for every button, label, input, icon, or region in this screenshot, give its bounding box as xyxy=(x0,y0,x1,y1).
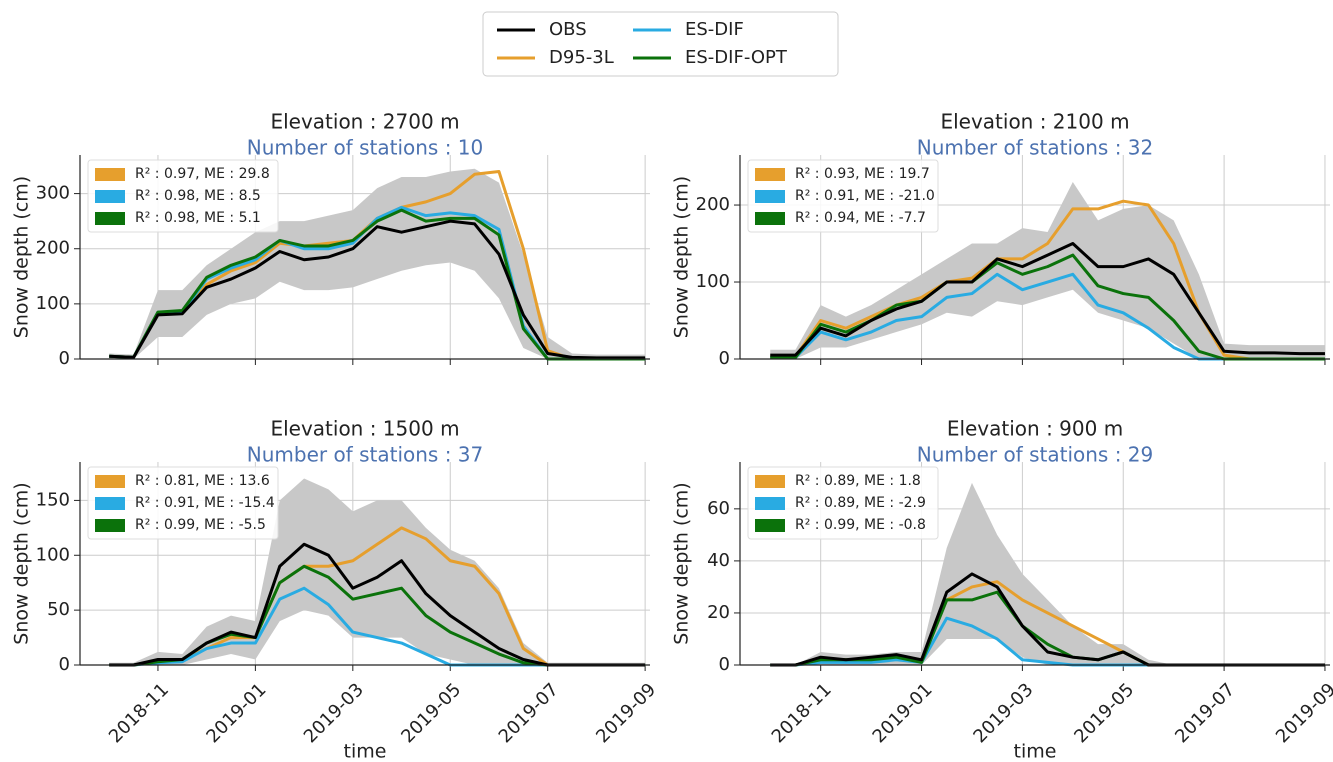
x-tick-label: 2018-11 xyxy=(768,679,836,747)
y-tick-label: 100 xyxy=(36,544,70,565)
x-tick-label: 2019-01 xyxy=(869,679,937,747)
x-axis-label: time xyxy=(1014,741,1057,762)
spread-band xyxy=(770,181,1325,359)
y-tick-label: 150 xyxy=(36,489,70,510)
y-tick-label: 50 xyxy=(47,599,70,620)
x-tick-label: 2019-07 xyxy=(1171,679,1239,747)
stats-swatch xyxy=(755,475,785,488)
stats-box xyxy=(747,466,939,540)
panel-title: Elevation : 2700 m xyxy=(270,110,459,134)
stats-label: R² : 0.97, ME : 29.8 xyxy=(135,166,270,182)
stats-swatch xyxy=(95,519,125,532)
legend-label: OBS xyxy=(549,19,587,40)
x-tick-label: 2019-03 xyxy=(969,679,1037,747)
x-tick-label: 2019-05 xyxy=(1070,679,1138,747)
panel-subtitle: Number of stations : 37 xyxy=(247,443,483,467)
stats-box xyxy=(747,159,939,233)
y-axis-label: Snow depth (cm) xyxy=(671,176,693,338)
y-tick-label: 200 xyxy=(696,194,730,215)
stats-swatch xyxy=(95,168,125,181)
x-axis-label: time xyxy=(344,741,387,762)
stats-label: R² : 0.98, ME : 5.1 xyxy=(135,210,261,226)
panel-subtitle: Number of stations : 29 xyxy=(917,443,1153,467)
spread-band xyxy=(109,168,646,359)
y-tick-label: 0 xyxy=(719,654,730,675)
stats-label: R² : 0.99, ME : -5.5 xyxy=(135,517,266,533)
panel-title: Elevation : 1500 m xyxy=(270,417,459,441)
series-line xyxy=(770,199,1325,361)
x-tick-label: 2019-07 xyxy=(495,679,563,747)
y-tick-label: 200 xyxy=(36,238,70,259)
x-tick-label: 2019-03 xyxy=(300,679,368,747)
legend-label: ES-DIF-OPT xyxy=(685,47,788,68)
stats-swatch xyxy=(755,519,785,532)
panel-subtitle: Number of stations : 10 xyxy=(247,136,483,160)
stats-swatch xyxy=(95,190,125,203)
stats-swatch xyxy=(755,497,785,510)
stats-box xyxy=(87,466,279,540)
stats-swatch xyxy=(95,475,125,488)
stats-swatch xyxy=(95,212,125,225)
panel-subtitle: Number of stations : 32 xyxy=(917,136,1153,160)
legend-box xyxy=(482,11,839,77)
series-line xyxy=(109,219,646,360)
x-tick-label: 2019-09 xyxy=(592,679,660,747)
y-tick-label: 0 xyxy=(719,348,730,369)
y-tick-label: 100 xyxy=(36,293,70,314)
panel-title: Elevation : 900 m xyxy=(947,417,1123,441)
stats-swatch xyxy=(755,190,785,203)
stats-label: R² : 0.89, ME : 1.8 xyxy=(795,473,921,489)
y-tick-label: 60 xyxy=(707,498,730,519)
y-tick-label: 300 xyxy=(36,183,70,204)
stats-swatch xyxy=(95,497,125,510)
stats-label: R² : 0.93, ME : 19.7 xyxy=(795,166,930,182)
stats-label: R² : 0.98, ME : 8.5 xyxy=(135,188,261,204)
panel-title: Elevation : 2100 m xyxy=(940,110,1129,134)
y-tick-label: 100 xyxy=(696,271,730,292)
stats-label: R² : 0.91, ME : -21.0 xyxy=(795,188,935,204)
stats-label: R² : 0.89, ME : -2.9 xyxy=(795,495,926,511)
x-tick-label: 2019-01 xyxy=(202,679,270,747)
x-tick-label: 2019-05 xyxy=(397,679,465,747)
y-axis-label: Snow depth (cm) xyxy=(671,482,693,644)
stats-box xyxy=(87,159,279,233)
y-tick-label: 0 xyxy=(59,654,70,675)
stats-label: R² : 0.94, ME : -7.7 xyxy=(795,210,926,226)
stats-swatch xyxy=(755,212,785,225)
stats-label: R² : 0.99, ME : -0.8 xyxy=(795,517,926,533)
x-tick-label: 2019-09 xyxy=(1272,679,1333,747)
legend-label: ES-DIF xyxy=(685,19,744,40)
y-axis-label: Snow depth (cm) xyxy=(11,482,33,644)
series-line xyxy=(770,242,1325,357)
y-tick-label: 40 xyxy=(707,550,730,571)
stats-swatch xyxy=(755,168,785,181)
stats-label: R² : 0.81, ME : 13.6 xyxy=(135,473,270,489)
y-axis-label: Snow depth (cm) xyxy=(11,176,33,338)
x-tick-label: 2018-11 xyxy=(105,679,173,747)
stats-label: R² : 0.91, ME : -15.4 xyxy=(135,495,275,511)
y-tick-label: 0 xyxy=(59,348,70,369)
spread-band xyxy=(770,482,1325,665)
legend-label: D95-3L xyxy=(549,47,614,68)
y-tick-label: 20 xyxy=(707,602,730,623)
